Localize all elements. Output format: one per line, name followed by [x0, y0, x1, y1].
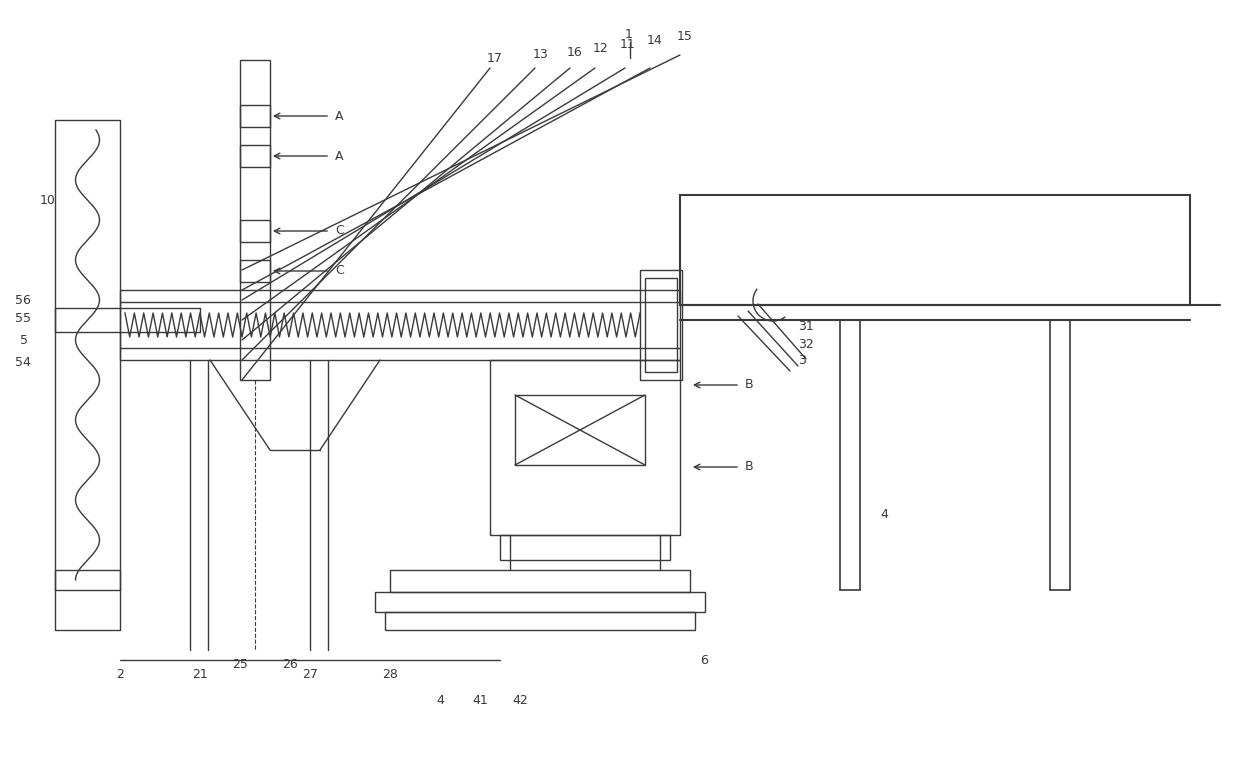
Text: 32: 32 — [799, 337, 813, 350]
Text: 26: 26 — [283, 658, 298, 671]
Text: 55: 55 — [15, 312, 31, 324]
Text: 42: 42 — [512, 694, 528, 707]
Text: B: B — [745, 460, 754, 474]
Text: 41: 41 — [472, 694, 487, 707]
Bar — [55, 120, 120, 590]
Text: 54: 54 — [15, 356, 31, 369]
Bar — [391, 570, 689, 592]
Bar — [241, 260, 270, 282]
Text: A: A — [335, 149, 343, 162]
Text: 4: 4 — [436, 694, 444, 707]
Text: 28: 28 — [382, 668, 398, 681]
Text: 21: 21 — [192, 668, 208, 681]
Text: 12: 12 — [593, 42, 609, 55]
Text: 13: 13 — [533, 49, 549, 62]
Bar — [374, 592, 706, 612]
Text: 5: 5 — [20, 333, 29, 347]
Bar — [500, 535, 670, 560]
Bar — [55, 570, 120, 630]
Text: 27: 27 — [303, 668, 317, 681]
Text: 11: 11 — [620, 38, 636, 51]
Text: 17: 17 — [487, 52, 503, 65]
Text: 56: 56 — [15, 293, 31, 306]
Bar — [120, 290, 680, 360]
Bar — [241, 105, 270, 127]
Bar — [640, 270, 682, 380]
Bar — [384, 612, 694, 630]
Text: 15: 15 — [677, 29, 693, 42]
Text: 1: 1 — [625, 28, 632, 42]
Text: 3: 3 — [799, 353, 806, 367]
Text: 31: 31 — [799, 320, 813, 333]
Text: C: C — [335, 265, 343, 277]
Bar — [645, 278, 677, 372]
Text: 16: 16 — [567, 45, 583, 59]
Bar — [241, 220, 270, 242]
Text: 25: 25 — [232, 658, 248, 671]
Bar — [490, 360, 680, 535]
Text: B: B — [745, 379, 754, 391]
Bar — [680, 195, 1190, 305]
Text: 14: 14 — [647, 34, 662, 46]
Bar — [241, 145, 270, 167]
Text: 2: 2 — [117, 668, 124, 681]
Text: 4: 4 — [880, 508, 888, 521]
Text: 10: 10 — [40, 193, 56, 206]
Text: 6: 6 — [701, 654, 708, 667]
Text: A: A — [335, 109, 343, 122]
Bar — [241, 60, 270, 380]
Text: C: C — [335, 225, 343, 237]
Bar — [515, 395, 645, 465]
